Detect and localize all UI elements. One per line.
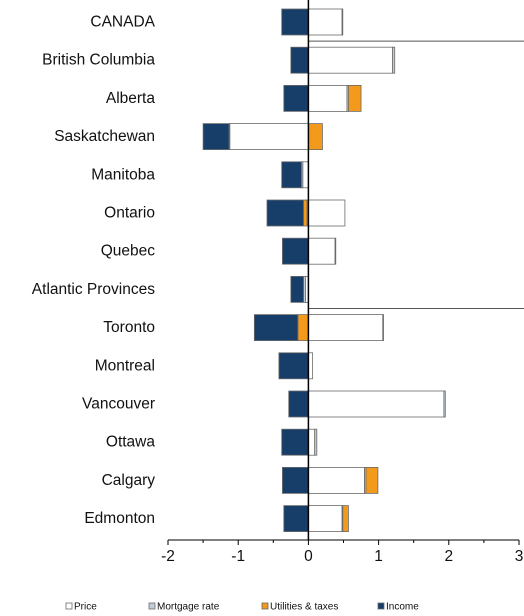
bar-income-vancouver bbox=[288, 390, 309, 418]
bar-income-toronto bbox=[253, 314, 299, 342]
bar-income-ottawa bbox=[281, 428, 309, 456]
legend-label-price: Price bbox=[74, 602, 97, 613]
category-label-ottawa: Ottawa bbox=[106, 434, 155, 451]
bar-price-canada bbox=[307, 8, 343, 36]
category-labels: CANADA British Columbia Alberta Saskatchewa… bbox=[32, 14, 156, 528]
category-label-atlantic-provinces: Atlantic Provinces bbox=[32, 281, 155, 298]
x-tick-label: 1 bbox=[374, 548, 383, 565]
bar-income-quebec bbox=[282, 237, 309, 265]
bar-price-alberta bbox=[307, 85, 348, 112]
bar-mortgage-rate-vancouver bbox=[443, 390, 446, 418]
category-label-ontario: Ontario bbox=[104, 205, 155, 222]
category-label-quebec: Quebec bbox=[101, 243, 156, 260]
bar-price-toronto bbox=[307, 314, 384, 342]
legend-label-mortgage-rate: Mortgage rate bbox=[157, 602, 220, 613]
x-tick-label: -2 bbox=[161, 548, 175, 565]
bar-mortgage-rate-canada bbox=[341, 8, 344, 36]
bar-income-canada bbox=[281, 8, 309, 36]
bar-mortgage-rate-toronto bbox=[382, 314, 384, 342]
bar-income-manitoba bbox=[281, 161, 302, 189]
legend-swatch-price bbox=[65, 602, 73, 610]
legend-label-utilities-taxes: Utilities & taxes bbox=[270, 602, 338, 613]
x-axis: -2 -1 0 1 2 3 bbox=[161, 539, 524, 565]
x-tick-label: 0 bbox=[304, 548, 313, 565]
category-label-canada: CANADA bbox=[90, 14, 155, 31]
bar-utilities-taxes-edmonton bbox=[342, 505, 349, 533]
legend-label-income: Income bbox=[386, 602, 419, 613]
bar-price-ottawa bbox=[307, 428, 316, 456]
bar-utilities-taxes-ontario bbox=[303, 199, 308, 227]
bar-income-calgary bbox=[282, 466, 309, 494]
x-tick-label: 3 bbox=[515, 548, 524, 565]
bar-utilities-taxes-alberta bbox=[348, 85, 362, 112]
category-label-montreal: Montreal bbox=[95, 357, 155, 374]
category-label-edmonton: Edmonton bbox=[84, 510, 155, 527]
bar-price-vancouver bbox=[307, 390, 445, 418]
bar-mortgage-rate-quebec bbox=[334, 237, 337, 265]
bar-mortgage-rate-ottawa bbox=[314, 428, 318, 456]
legend: Price Mortgage rate Utilities & taxes Incom… bbox=[65, 602, 419, 613]
legend-swatch-utilities-taxes bbox=[261, 602, 269, 610]
bar-price-calgary bbox=[307, 466, 365, 494]
bar-income-british-columbia bbox=[290, 46, 309, 74]
legend-swatch-mortgage-rate bbox=[148, 602, 156, 610]
bar-price-edmonton bbox=[307, 505, 343, 533]
category-label-vancouver: Vancouver bbox=[82, 396, 155, 413]
bar-utilities-taxes-toronto bbox=[297, 314, 309, 342]
bar-mortgage-rate-british-columbia bbox=[392, 46, 396, 74]
category-label-calgary: Calgary bbox=[102, 472, 156, 489]
bar-income-edmonton bbox=[283, 505, 309, 533]
category-label-manitoba: Manitoba bbox=[91, 166, 155, 183]
category-label-toronto: Toronto bbox=[103, 319, 155, 336]
x-tick-label: 2 bbox=[444, 548, 453, 565]
category-label-saskatchewan: Saskatchewan bbox=[54, 128, 155, 145]
bar-price-british-columbia bbox=[307, 46, 394, 74]
bar-income-saskatchewan bbox=[202, 123, 230, 150]
bar-income-atlantic-provinces bbox=[290, 275, 304, 303]
legend-swatch-income bbox=[377, 602, 385, 610]
group-separators bbox=[308, 40, 524, 309]
bar-utilities-taxes-saskatchewan bbox=[307, 123, 323, 150]
bar-price-manitoba bbox=[302, 161, 309, 189]
x-tick-label: -1 bbox=[231, 548, 245, 565]
bar-utilities-taxes-calgary bbox=[365, 466, 379, 494]
bar-price-quebec bbox=[307, 237, 336, 265]
bars bbox=[202, 8, 446, 533]
bar-income-montreal bbox=[278, 352, 309, 380]
bar-price-ontario bbox=[307, 199, 346, 227]
bar-income-ontario bbox=[266, 199, 304, 227]
category-label-alberta: Alberta bbox=[106, 90, 155, 107]
bar-price-saskatchewan bbox=[229, 123, 309, 150]
bar-income-alberta bbox=[283, 85, 309, 112]
category-label-british-columbia: British Columbia bbox=[42, 52, 155, 69]
